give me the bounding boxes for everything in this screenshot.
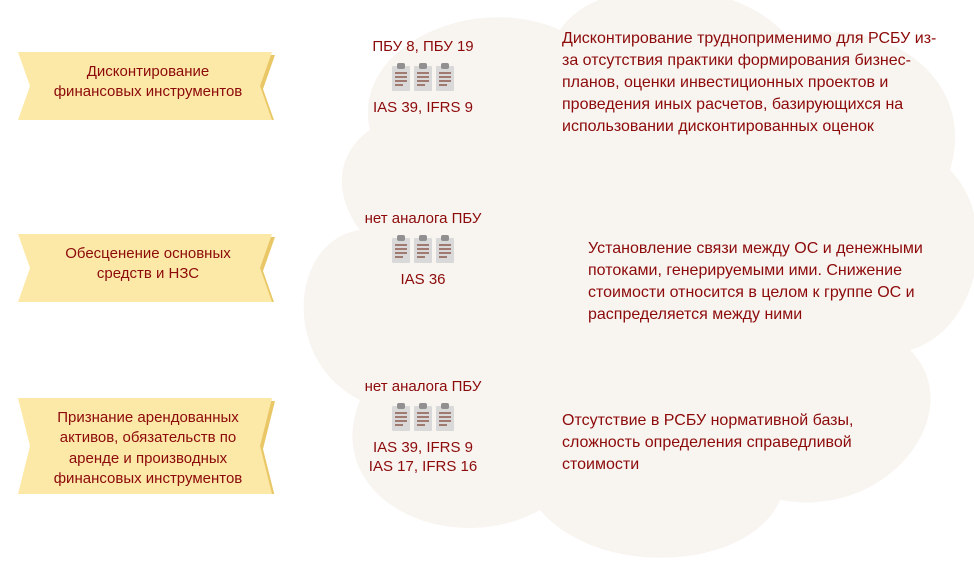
document-icon (390, 403, 412, 433)
document-icon (390, 63, 412, 93)
standards-1-below: IAS 39, IFRS 9 (328, 99, 518, 118)
standards-2-below: IAS 36 (328, 271, 518, 290)
description-3: Отсутствие в РСБУ нормативной базы, слож… (562, 410, 892, 476)
diagram-canvas: Дисконтирование финансовых инструментов … (0, 0, 974, 547)
description-1: Дисконтирование трудноприменимо для РСБУ… (562, 28, 942, 138)
topic-tag-2: Обесценение основных средств и НЗС (18, 234, 278, 295)
standards-block-1: ПБУ 8, ПБУ 19 IAS 39, IFRS 9 (328, 38, 518, 118)
topic-tag-1: Дисконтирование финансовых инструментов (18, 52, 278, 113)
document-icon (390, 235, 412, 265)
documents-icon-group-2 (328, 235, 518, 265)
document-icon (412, 403, 434, 433)
standards-2-above: нет аналога ПБУ (328, 210, 518, 229)
standards-3-above: нет аналога ПБУ (328, 378, 518, 397)
topic-tag-2-text: Обесценение основных средств и НЗС (65, 244, 231, 285)
description-2: Установление связи между ОС и денежными … (588, 238, 948, 326)
document-icon (412, 235, 434, 265)
documents-icon-group-1 (328, 63, 518, 93)
document-icon (434, 235, 456, 265)
document-icon (412, 63, 434, 93)
documents-icon-group-3 (328, 403, 518, 433)
topic-tag-1-text: Дисконтирование финансовых инструментов (54, 62, 243, 103)
topic-tag-3: Признание арендованных активов, обязател… (18, 398, 278, 499)
standards-1-above: ПБУ 8, ПБУ 19 (328, 38, 518, 57)
standards-block-2: нет аналога ПБУ IAS 36 (328, 210, 518, 290)
standards-3-below: IAS 39, IFRS 9 IAS 17, IFRS 16 (328, 439, 518, 477)
document-icon (434, 63, 456, 93)
document-icon (434, 403, 456, 433)
standards-block-3: нет аналога ПБУ IAS 39, IFRS 9 IAS 17, I… (328, 378, 518, 476)
topic-tag-3-text: Признание арендованных активов, обязател… (54, 408, 243, 489)
